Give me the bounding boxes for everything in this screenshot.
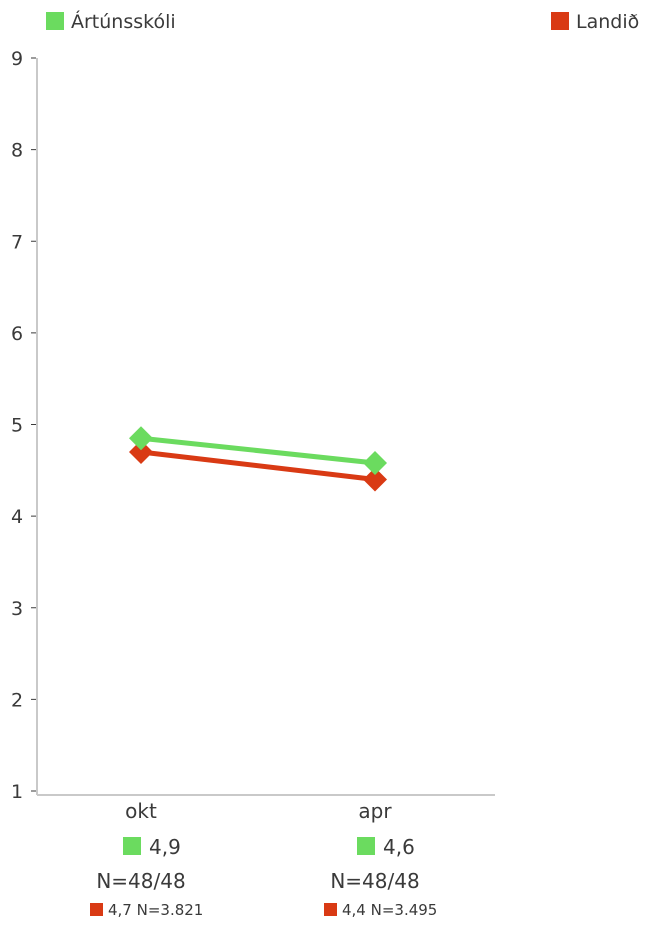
series-point-1-1 xyxy=(363,467,387,492)
y-tick-label-7: 8 xyxy=(11,140,23,162)
legend-swatch-1 xyxy=(551,12,569,30)
value-label-primary-0: 4,9 xyxy=(149,835,181,859)
n-label-primary-0: N=48/48 xyxy=(96,869,185,893)
category-labels: okt 4,9 N=48/48 4,7 N=3.821 apr 4,6 N=48/48 4,4… xyxy=(90,799,437,919)
value-swatch-secondary-0 xyxy=(90,903,103,916)
value-label-secondary-0: 4,7 N=3.821 xyxy=(108,901,203,919)
x-tick-label-0: okt xyxy=(125,799,157,823)
value-label-primary-1: 4,6 xyxy=(383,835,415,859)
value-label-secondary-1: 4,4 N=3.495 xyxy=(342,901,437,919)
x-tick-label-1: apr xyxy=(358,799,392,823)
y-tick-label-5: 6 xyxy=(11,323,23,345)
legend: Ártúnsskóli Landið xyxy=(46,10,639,33)
y-tick-label-0: 1 xyxy=(11,781,23,803)
series-line-0 xyxy=(140,435,376,466)
legend-label-1: Landið xyxy=(576,11,639,33)
series-point-0-0 xyxy=(129,426,153,451)
y-tick-label-6: 7 xyxy=(11,231,23,253)
series-point-0-1 xyxy=(363,450,387,475)
y-tick-label-1: 2 xyxy=(11,689,23,711)
series-line-1 xyxy=(140,449,376,482)
y-tick-label-3: 4 xyxy=(11,506,23,528)
legend-label-0: Ártúnsskóli xyxy=(71,10,176,33)
y-tick-label-4: 5 xyxy=(11,415,23,437)
y-tick-label-2: 3 xyxy=(11,598,23,620)
value-swatch-secondary-1 xyxy=(324,903,337,916)
n-label-primary-1: N=48/48 xyxy=(330,869,419,893)
axes: 1 2 3 4 5 6 7 8 9 xyxy=(11,48,495,803)
series-point-1-0 xyxy=(129,439,153,464)
y-tick-label-8: 9 xyxy=(11,48,23,70)
value-swatch-primary-1 xyxy=(357,837,375,855)
series-layer xyxy=(129,426,387,492)
legend-swatch-0 xyxy=(46,12,64,30)
value-swatch-primary-0 xyxy=(123,837,141,855)
